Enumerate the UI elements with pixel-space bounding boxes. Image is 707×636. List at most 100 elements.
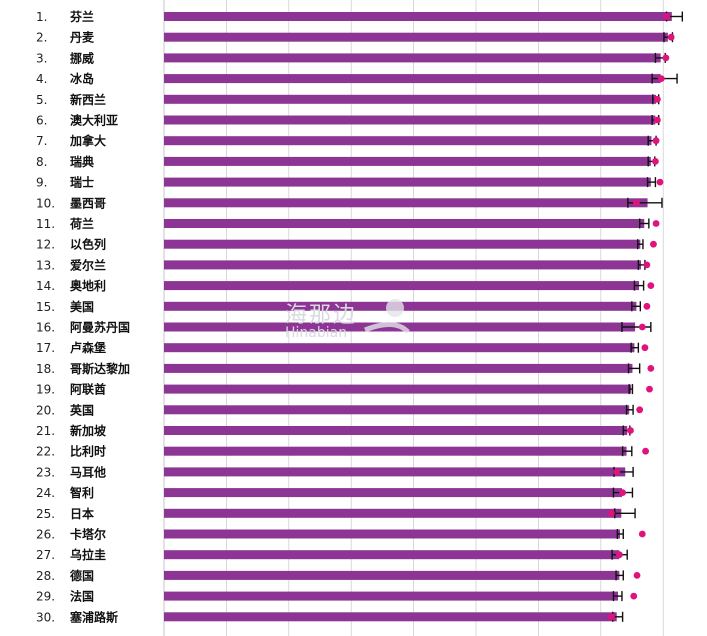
dot bbox=[656, 178, 664, 186]
country-label: 乌拉圭 bbox=[70, 547, 106, 562]
bar bbox=[164, 74, 661, 84]
bar bbox=[164, 260, 641, 270]
bar bbox=[164, 591, 619, 601]
watermark-text-en: Hinabian bbox=[285, 325, 347, 341]
country-label: 瑞典 bbox=[70, 154, 94, 169]
country-label: 新西兰 bbox=[70, 92, 106, 107]
dot bbox=[643, 302, 651, 310]
country-label: 阿曼苏丹国 bbox=[70, 320, 130, 335]
rank-label: 25. bbox=[36, 507, 55, 521]
dot bbox=[646, 385, 653, 393]
bar bbox=[164, 467, 626, 477]
rank-label: 26. bbox=[36, 528, 55, 542]
dot bbox=[667, 33, 675, 41]
country-label: 塞浦路斯 bbox=[70, 609, 118, 624]
error-bar bbox=[627, 363, 641, 374]
rank-label: 27. bbox=[36, 548, 55, 562]
rank-label: 1. bbox=[36, 10, 47, 24]
dot bbox=[615, 551, 623, 559]
country-label: 卡塔尔 bbox=[70, 527, 106, 542]
country-label: 卢森堡 bbox=[70, 340, 106, 355]
country-label: 新加坡 bbox=[70, 423, 107, 438]
rank-label: 3. bbox=[36, 51, 47, 65]
rank-label: 23. bbox=[36, 465, 55, 479]
dot bbox=[641, 344, 649, 352]
country-label: 以色列 bbox=[70, 237, 106, 252]
rank-label: 9. bbox=[36, 176, 47, 190]
error-bar bbox=[625, 404, 634, 415]
bar bbox=[164, 446, 627, 456]
error-bar bbox=[621, 322, 652, 332]
dot bbox=[608, 613, 615, 621]
country-label: 马耳他 bbox=[70, 464, 106, 479]
secondary-dots bbox=[608, 13, 675, 621]
bar bbox=[164, 115, 656, 125]
rank-label: 28. bbox=[36, 569, 55, 583]
bar bbox=[164, 136, 652, 146]
dot bbox=[642, 447, 649, 455]
rank-label: 5. bbox=[36, 93, 47, 107]
bar bbox=[164, 363, 633, 373]
bar bbox=[164, 239, 641, 249]
rank-label: 13. bbox=[36, 258, 55, 272]
dot bbox=[633, 572, 641, 579]
error-bar bbox=[637, 239, 644, 250]
country-label: 爱尔兰 bbox=[70, 257, 106, 272]
country-label: 丹麦 bbox=[70, 30, 95, 45]
dot bbox=[652, 137, 660, 145]
dot bbox=[619, 489, 627, 496]
dot bbox=[652, 220, 660, 227]
bar bbox=[164, 94, 657, 104]
country-label: 阿联酋 bbox=[70, 382, 106, 397]
rank-label: 18. bbox=[36, 362, 55, 376]
watermark-logo-icon bbox=[386, 299, 404, 317]
country-label: 奥地利 bbox=[70, 278, 106, 293]
bar bbox=[164, 550, 620, 560]
country-label: 冰岛 bbox=[70, 71, 94, 86]
error-bar bbox=[646, 177, 657, 188]
country-label: 瑞士 bbox=[70, 175, 94, 190]
error-bar bbox=[630, 342, 640, 353]
dot bbox=[613, 468, 621, 476]
error-bar bbox=[638, 218, 650, 229]
dot bbox=[653, 116, 661, 124]
rank-label: 17. bbox=[36, 341, 55, 355]
country-label: 英国 bbox=[70, 402, 94, 417]
country-label: 比利时 bbox=[70, 444, 106, 459]
rank-label: 10. bbox=[36, 196, 55, 210]
dot bbox=[662, 54, 670, 62]
bar bbox=[164, 219, 645, 228]
country-label: 荷兰 bbox=[69, 216, 94, 231]
country-label: 墨西哥 bbox=[70, 196, 106, 210]
rank-label: 14. bbox=[36, 279, 55, 293]
dot bbox=[652, 158, 659, 165]
bar bbox=[164, 281, 640, 291]
rank-label: 30. bbox=[36, 610, 55, 624]
watermark-text-cn: 海那边 bbox=[285, 303, 357, 328]
country-label: 法国 bbox=[70, 589, 94, 604]
rank-label: 21. bbox=[36, 424, 55, 438]
dot bbox=[608, 509, 615, 517]
bar bbox=[164, 570, 620, 580]
rank-label: 22. bbox=[36, 445, 55, 459]
rank-label: 15. bbox=[36, 300, 55, 314]
bar bbox=[164, 488, 622, 498]
error-bar bbox=[621, 446, 633, 457]
watermark-swoosh-icon bbox=[364, 322, 410, 334]
rank-label: 7. bbox=[36, 134, 47, 148]
dot bbox=[650, 240, 657, 248]
country-label: 澳大利亚 bbox=[70, 113, 118, 128]
country-label: 芬兰 bbox=[69, 9, 94, 24]
bar bbox=[164, 405, 630, 415]
rank-label: 11. bbox=[36, 217, 55, 231]
bars bbox=[164, 12, 672, 622]
dot bbox=[657, 75, 665, 82]
country-label: 智利 bbox=[69, 485, 94, 500]
dot bbox=[653, 95, 661, 103]
dot bbox=[647, 365, 655, 372]
dot bbox=[638, 323, 646, 331]
rank-label: 8. bbox=[36, 155, 47, 169]
bar bbox=[164, 508, 622, 518]
rank-label: 16. bbox=[36, 321, 55, 335]
